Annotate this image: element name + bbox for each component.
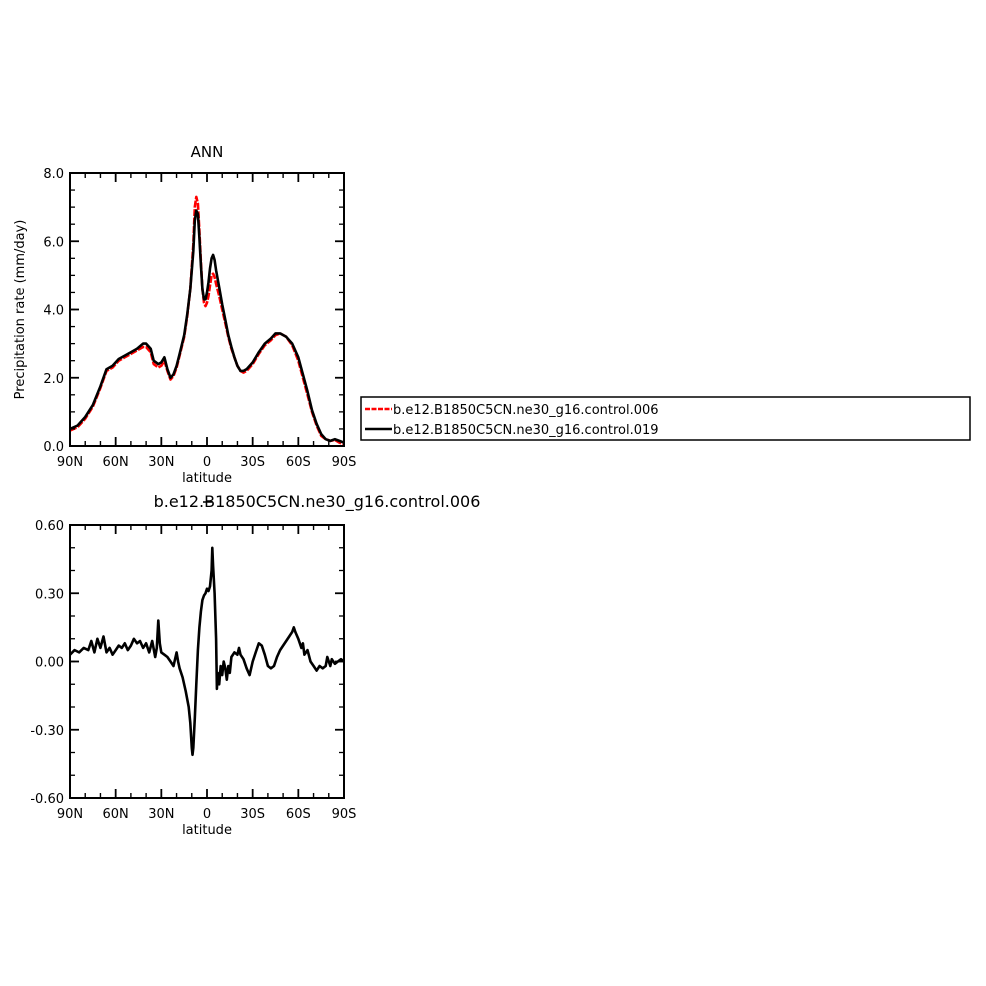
x-axis-label: latitude bbox=[182, 471, 232, 486]
plot-frame bbox=[69, 172, 345, 447]
x-tick-label: 60N bbox=[103, 807, 129, 822]
y-tick-label: 0.00 bbox=[35, 656, 64, 671]
y-tick-label: 0.30 bbox=[35, 587, 64, 602]
legend-label-1: b.e12.B1850C5CN.ne30_g16.control.019 bbox=[393, 423, 659, 438]
x-tick-label: 90S bbox=[332, 807, 357, 822]
chart-title: ANN bbox=[191, 143, 224, 161]
y-tick-label: 8.0 bbox=[43, 167, 64, 182]
x-axis-label: latitude bbox=[182, 823, 232, 838]
series-line-1 bbox=[69, 209, 345, 444]
x-tick-label: 0 bbox=[203, 807, 211, 822]
x-tick-label: 60S bbox=[286, 807, 311, 822]
plot-frame bbox=[69, 524, 345, 799]
x-tick-label: 30N bbox=[148, 807, 174, 822]
bottom-panel: 90N 60N 30N 0 30S 60S 90S -0.60 -0.30 0.00 0.30 0.6… bbox=[13, 492, 481, 838]
y-axis-label: Precipitation rate (mm/day) bbox=[13, 220, 28, 400]
x-tick-label: 90N bbox=[57, 455, 83, 470]
x-tick-label: 0 bbox=[203, 455, 211, 470]
series-line-0 bbox=[69, 546, 345, 757]
series-line-0 bbox=[69, 195, 345, 446]
x-tick-label: 60N bbox=[103, 455, 129, 470]
y-tick-label: -0.60 bbox=[30, 792, 64, 807]
x-tick-label: 90S bbox=[332, 455, 357, 470]
y-tick-label: 2.0 bbox=[43, 372, 64, 387]
x-tick-label: 30N bbox=[148, 455, 174, 470]
x-tick-label: 30S bbox=[240, 455, 265, 470]
top-panel: 90N 60N 30N 0 30S 60S 90S 0.0 2.0 4.0 6.0 8.0 latitu… bbox=[13, 143, 356, 486]
y-tick-label: 0.60 bbox=[35, 519, 64, 534]
y-tick-label: 4.0 bbox=[43, 304, 64, 319]
chart-title: b.e12.B1850C5CN.ne30_g16.control.006 bbox=[154, 492, 481, 512]
legend-box bbox=[360, 396, 971, 441]
y-tick-label: 0.0 bbox=[43, 440, 64, 455]
y-tick-label: 6.0 bbox=[43, 235, 64, 250]
legend-label-0: b.e12.B1850C5CN.ne30_g16.control.006 bbox=[393, 403, 659, 418]
legend: b.e12.B1850C5CN.ne30_g16.control.006 b.e1… bbox=[360, 396, 971, 441]
x-tick-label: 90N bbox=[57, 807, 83, 822]
y-tick-label: -0.30 bbox=[30, 724, 64, 739]
x-tick-label: 30S bbox=[240, 807, 265, 822]
x-tick-label: 60S bbox=[286, 455, 311, 470]
y-axis-label: Precipitation rate (mm/day) bbox=[13, 572, 28, 752]
